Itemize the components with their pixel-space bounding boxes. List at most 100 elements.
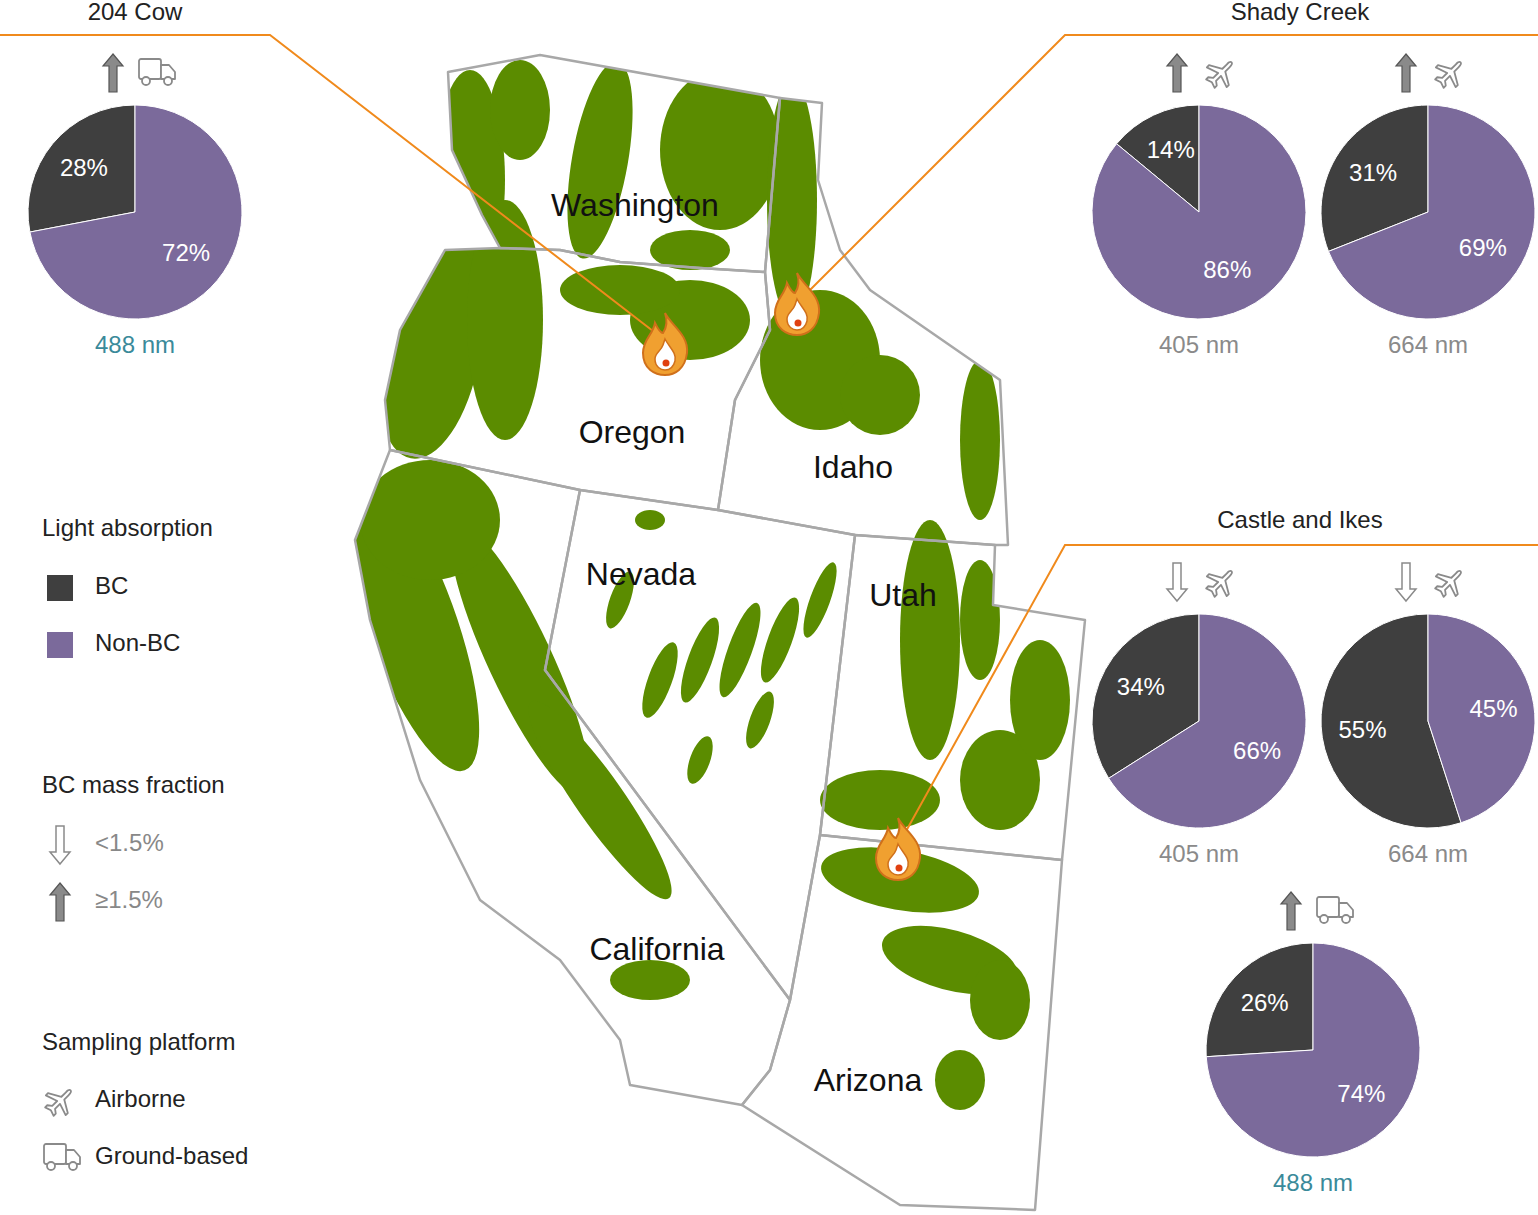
arrow-up-icon bbox=[50, 883, 70, 921]
pie-subtitle: 664 nm bbox=[1388, 331, 1468, 358]
state-fill bbox=[742, 835, 1062, 1210]
state-label: Oregon bbox=[579, 414, 686, 450]
arrow-down-icon bbox=[50, 826, 70, 864]
vegetation-patch bbox=[740, 688, 779, 751]
pie-chart: 31% 69% 664 nm bbox=[1321, 52, 1535, 358]
fire-title: Castle and Ikes bbox=[1217, 506, 1382, 533]
vegetation-patch bbox=[512, 688, 689, 912]
fire-title: Shady Creek bbox=[1231, 0, 1371, 25]
pie-slice bbox=[1206, 943, 1313, 1057]
legend-entry: BC bbox=[95, 572, 128, 599]
state-border bbox=[448, 55, 780, 272]
pie-slice bbox=[28, 105, 135, 232]
vegetation-patch bbox=[960, 360, 1000, 520]
arrow-up-icon bbox=[1396, 54, 1416, 92]
plane-icon bbox=[39, 1080, 80, 1121]
data-label: 31% bbox=[1349, 159, 1397, 186]
data-label: 74% bbox=[1337, 1080, 1385, 1107]
fire-icon bbox=[643, 313, 687, 375]
truck-body bbox=[44, 1144, 66, 1164]
flame-core bbox=[795, 320, 802, 327]
vegetation-patch bbox=[490, 60, 550, 160]
pie-slice bbox=[1092, 105, 1306, 319]
legend-entry: <1.5% bbox=[95, 829, 164, 856]
pie-slice bbox=[1428, 614, 1535, 823]
leader-line bbox=[900, 545, 1538, 842]
flame-inner bbox=[787, 299, 807, 330]
pie-subtitle: 405 nm bbox=[1159, 840, 1239, 867]
map: WashingtonOregonIdahoNevadaUtahCaliforni… bbox=[313, 55, 1085, 1210]
flame-outer bbox=[643, 313, 687, 375]
truck-icon bbox=[139, 59, 175, 85]
vegetation-patch bbox=[900, 520, 960, 760]
arrow-down-icon bbox=[1167, 563, 1187, 601]
pie-chart: 34% 66% 405 nm bbox=[1092, 561, 1306, 867]
state-label: Utah bbox=[869, 577, 937, 613]
flame-outer bbox=[775, 273, 819, 335]
state-border bbox=[718, 98, 1008, 545]
legend-title: Light absorption bbox=[42, 514, 213, 541]
flame-outer bbox=[876, 818, 920, 880]
legend-entry: ≥1.5% bbox=[95, 886, 163, 913]
legend-entry: Airborne bbox=[95, 1085, 186, 1112]
arrow-up-icon bbox=[1167, 54, 1187, 92]
pie-subtitle: 488 nm bbox=[95, 331, 175, 358]
arrow-up-icon bbox=[1281, 892, 1301, 930]
flame-core bbox=[663, 360, 670, 367]
pie-chart: 26% 74% 488 nm bbox=[1206, 892, 1420, 1196]
vegetation-patch bbox=[1010, 640, 1070, 760]
arrow-up-icon bbox=[103, 54, 123, 92]
vegetation-patch bbox=[797, 559, 843, 641]
vegetation bbox=[313, 57, 1070, 1110]
flame-inner bbox=[655, 339, 675, 370]
data-label: 55% bbox=[1338, 716, 1386, 743]
fire-icon bbox=[876, 818, 920, 880]
data-label: 45% bbox=[1469, 695, 1517, 722]
state-border bbox=[355, 450, 790, 1105]
state-label: Washington bbox=[551, 187, 719, 223]
leader-line bbox=[0, 35, 662, 338]
flame-core bbox=[896, 865, 903, 872]
vegetation-patch bbox=[635, 510, 665, 530]
state-label: Nevada bbox=[586, 556, 697, 592]
data-label: 72% bbox=[162, 239, 210, 266]
state-border bbox=[820, 535, 1085, 860]
leaders bbox=[0, 35, 1538, 842]
plane-icon bbox=[1429, 52, 1470, 93]
arrow-down-icon bbox=[1396, 563, 1416, 601]
state-label: California bbox=[589, 931, 724, 967]
legend: Light absorption BC Non-BC BC mass fraction… bbox=[39, 514, 248, 1170]
legend-swatch bbox=[47, 632, 73, 658]
data-label: 34% bbox=[1117, 673, 1165, 700]
pie-subtitle: 405 nm bbox=[1159, 331, 1239, 358]
vegetation-patch bbox=[712, 599, 769, 701]
data-label: 66% bbox=[1233, 737, 1281, 764]
pie-subtitle: 488 nm bbox=[1273, 1169, 1353, 1196]
pie-slice bbox=[1109, 614, 1306, 828]
pie-slice bbox=[1329, 105, 1535, 319]
legend-entry: Non-BC bbox=[95, 629, 180, 656]
legend-title: BC mass fraction bbox=[42, 771, 225, 798]
vegetation-patch bbox=[635, 638, 685, 721]
state-border bbox=[385, 248, 770, 510]
fire-icon bbox=[775, 273, 819, 335]
plane-icon bbox=[1200, 561, 1241, 602]
plane-icon bbox=[1200, 52, 1241, 93]
vegetation-patch bbox=[673, 614, 726, 707]
state-label: Arizona bbox=[814, 1062, 923, 1098]
truck-wheel bbox=[164, 77, 172, 85]
data-label: 28% bbox=[60, 154, 108, 181]
vegetation-patch bbox=[360, 460, 500, 580]
state-border bbox=[742, 835, 1062, 1210]
legend-entry: Ground-based bbox=[95, 1142, 248, 1169]
truck-wheel bbox=[69, 1162, 77, 1170]
data-label: 69% bbox=[1459, 234, 1507, 261]
truck-body bbox=[139, 59, 161, 79]
data-label: 26% bbox=[1241, 989, 1289, 1016]
truck-wheel bbox=[142, 77, 150, 85]
vegetation-patch bbox=[820, 770, 940, 830]
vegetation-patch bbox=[970, 960, 1030, 1040]
truck-icon bbox=[1317, 897, 1353, 923]
legend-title: Sampling platform bbox=[42, 1028, 235, 1055]
figure: WashingtonOregonIdahoNevadaUtahCaliforni… bbox=[0, 0, 1538, 1215]
